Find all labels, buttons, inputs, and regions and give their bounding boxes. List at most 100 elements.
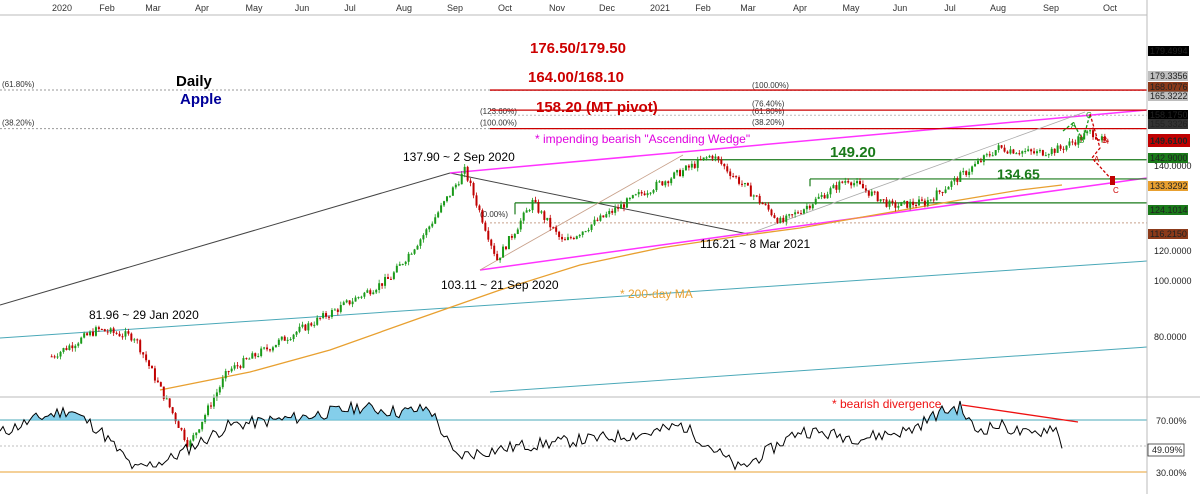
candle-body: [643, 193, 646, 196]
candle-body: [392, 272, 395, 279]
candle-body: [758, 195, 761, 203]
candle-body: [286, 339, 289, 341]
rsi-value-label: 49.09%: [1152, 445, 1183, 455]
candle-body: [139, 340, 142, 353]
candle-body: [773, 215, 776, 218]
ma200-line: [159, 184, 1063, 391]
candle-body: [611, 210, 614, 213]
price-label-text: 149.6100: [1150, 136, 1188, 146]
price-label-box: [1148, 181, 1188, 191]
candle-body: [77, 343, 80, 346]
candle-body: [443, 201, 446, 206]
candle-body: [404, 261, 407, 265]
candle-body: [711, 155, 714, 159]
candle-body: [478, 205, 481, 211]
candle-body: [891, 200, 894, 203]
candle-body: [327, 316, 330, 318]
candle-body: [212, 397, 215, 407]
candle-body: [622, 204, 625, 208]
candle-body: [330, 310, 333, 317]
candle-body: [1097, 139, 1100, 141]
candle-body: [528, 210, 531, 212]
price-label-text: 165.3222: [1150, 91, 1188, 101]
candle-body: [106, 331, 109, 333]
candle-body: [593, 219, 596, 225]
candle-body: [976, 160, 979, 164]
x-tick-label: Oct: [1103, 3, 1118, 13]
candle-body: [1077, 136, 1080, 145]
candle-body: [587, 229, 590, 232]
candle-body: [460, 173, 463, 185]
candle-body: [248, 358, 251, 360]
candle-body: [915, 204, 918, 206]
price-label-text: 158.1750: [1150, 110, 1188, 120]
candle-body: [490, 239, 493, 246]
candle-body: [351, 301, 354, 305]
candle-body: [1056, 145, 1059, 153]
x-tick-label: 2021: [650, 3, 670, 13]
candle-body: [398, 264, 401, 266]
candle-body: [1050, 148, 1053, 155]
candle-body: [900, 202, 903, 206]
candle-body: [322, 313, 325, 318]
candle-body: [569, 237, 572, 239]
time-axis-bg: [0, 0, 1147, 15]
candle-body: [148, 360, 151, 367]
candle-body: [422, 235, 425, 240]
candle-body: [156, 380, 159, 383]
candle-body: [445, 196, 448, 202]
annotation-label: 134.65: [997, 166, 1040, 182]
candle-body: [207, 405, 210, 416]
candle-body: [124, 331, 127, 337]
candle-body: [354, 297, 357, 302]
candle-body: [469, 180, 472, 184]
x-tick-label: Apr: [195, 3, 209, 13]
candle-body: [755, 195, 758, 197]
candle-body: [953, 178, 956, 182]
candle-body: [985, 154, 988, 156]
candle-body: [761, 202, 764, 205]
price-label-box: [1148, 229, 1188, 239]
candle-body: [504, 246, 507, 250]
candle-body: [1027, 149, 1030, 151]
candle-body: [770, 209, 773, 216]
candle-body: [909, 201, 912, 208]
candle-body: [89, 331, 92, 336]
annotation-label: * impending bearish "Ascending Wedge": [535, 132, 750, 146]
candle-body: [870, 191, 873, 196]
candle-body: [732, 175, 735, 177]
fib-label: (76.40%): [752, 99, 785, 108]
candle-body: [1103, 136, 1106, 141]
x-tick-label: May: [842, 3, 860, 13]
x-tick-label: May: [245, 3, 263, 13]
candle-body: [628, 198, 631, 200]
price-label-text: 155.3326: [1150, 119, 1188, 129]
y-tick-label: 120.0000: [1154, 246, 1192, 256]
candle-body: [348, 300, 351, 305]
candle-body: [679, 170, 682, 177]
candle-body: [779, 217, 782, 223]
candle-body: [782, 217, 785, 222]
swing-line-sep-mar: [449, 172, 749, 235]
candle-body: [617, 207, 620, 209]
outer-channel-line: [489, 346, 1148, 393]
candle-body: [552, 227, 555, 229]
candle-body: [410, 253, 413, 255]
x-tick-label: Mar: [145, 3, 161, 13]
candle-body: [86, 333, 89, 336]
candle-body: [360, 296, 363, 298]
candle-body: [749, 185, 752, 197]
price-label-text: 179.4994: [1150, 46, 1188, 56]
candle-body: [676, 170, 679, 173]
wave-label: A: [1071, 121, 1077, 130]
candle-body: [799, 213, 802, 215]
candle-body: [198, 429, 201, 433]
candle-body: [381, 283, 384, 286]
fib-label: (123.60%): [480, 107, 517, 116]
candle-body: [873, 191, 876, 193]
candle-body: [808, 205, 811, 209]
candle-body: [280, 336, 283, 340]
candle-body: [826, 194, 829, 199]
candle-body: [493, 245, 496, 254]
candle-body: [274, 344, 277, 348]
